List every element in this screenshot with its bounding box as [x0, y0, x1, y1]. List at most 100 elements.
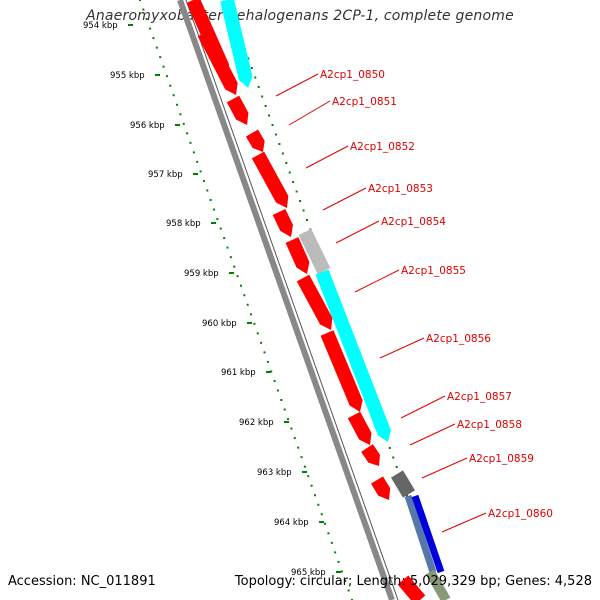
- backbone-outer: [177, 0, 395, 600]
- tick-dot: [278, 143, 281, 145]
- gene-label-leader: [275, 73, 319, 97]
- cds-reverse-gene: [220, 0, 253, 88]
- tick-dot: [307, 475, 310, 478]
- tick-dot: [285, 162, 288, 164]
- tick-dot: [216, 218, 219, 221]
- tick-dot: [313, 494, 316, 497]
- tick-dot: [395, 466, 398, 468]
- gene-label-leader: [409, 423, 456, 446]
- gene-label-leader: [305, 145, 349, 169]
- cds-reverse-gene: [315, 269, 391, 442]
- tick-dot: [261, 95, 264, 98]
- tick-dot: [182, 122, 185, 125]
- cds-forward-segment: [397, 575, 426, 600]
- scale-tick-label: 963 kbp: [257, 468, 292, 478]
- tick-dot: [176, 103, 179, 106]
- tick-dot: [189, 141, 192, 144]
- tick-dot: [320, 513, 323, 516]
- tick-dot: [254, 76, 257, 79]
- gene-label: A2cp1_0860: [488, 508, 553, 520]
- tick-dot: [219, 227, 222, 230]
- gene-label: A2cp1_0855: [401, 265, 466, 277]
- tick-dot: [142, 8, 145, 11]
- cds-forward-gene: [285, 237, 310, 274]
- scale-tick-label: 955 kbp: [110, 71, 145, 81]
- tick-dot: [253, 322, 256, 325]
- cds-forward-gene: [347, 411, 372, 445]
- tick-dot: [226, 246, 229, 249]
- genome-backbone: [177, 0, 399, 600]
- tick-dot: [263, 351, 266, 354]
- tick-dot: [392, 456, 395, 459]
- scale-tick-label: 957 kbp: [148, 170, 183, 180]
- cds-blue-segment: [411, 494, 445, 574]
- tick-dot: [256, 332, 259, 335]
- tick-dot: [280, 399, 283, 401]
- tick-dot: [327, 532, 330, 535]
- cds-steel-segment: [404, 494, 437, 574]
- tick-dot: [317, 503, 320, 506]
- gene-label-leader: [354, 269, 400, 293]
- cds-dark-segment: [390, 470, 416, 498]
- tick-dot: [274, 133, 277, 136]
- cds-forward-gene: [197, 29, 238, 96]
- tick-dot: [292, 181, 295, 183]
- tick-dot: [283, 408, 286, 411]
- tick-dot: [270, 370, 273, 373]
- gene-labels: A2cp1_0850 A2cp1_0851 A2cp1_0852 A2cp1_0853…: [275, 69, 553, 533]
- tick-dot: [149, 27, 152, 30]
- scale-tick-label: 960 kbp: [202, 319, 237, 329]
- cds-forward-gene: [251, 151, 289, 208]
- cds-forward-gene: [245, 129, 265, 152]
- tick-dot: [236, 275, 239, 278]
- tick-dot: [340, 570, 343, 573]
- tick-dot: [202, 179, 205, 182]
- tick-dot: [186, 132, 189, 135]
- scale-tick-label: 956 kbp: [130, 121, 165, 131]
- tick-dot: [260, 341, 263, 344]
- tick-dot: [172, 94, 175, 97]
- gene-label: A2cp1_0852: [350, 141, 415, 153]
- tick-dot: [247, 57, 250, 60]
- tick-dot: [302, 209, 305, 212]
- gene-label-leader: [441, 512, 487, 533]
- tick-dot: [337, 560, 340, 563]
- tick-dot: [276, 389, 279, 392]
- tick-dot: [388, 447, 391, 449]
- backbone-inner: [185, 0, 399, 600]
- gene-label: A2cp1_0851: [332, 96, 397, 108]
- tick-dot: [281, 152, 284, 155]
- tick-dot: [268, 114, 271, 117]
- cds-forward-gene: [320, 330, 363, 412]
- genome-summary-text: Topology: circular; Length: 5,029,329 bp…: [234, 574, 592, 589]
- cds-olive-segment: [425, 569, 451, 600]
- tick-dot: [271, 124, 274, 126]
- cds-track: [186, 0, 451, 600]
- tick-dot: [330, 541, 333, 544]
- tick-dot: [303, 465, 306, 468]
- scale-tick-label: 962 kbp: [239, 418, 274, 428]
- cds-forward-gene: [370, 476, 391, 500]
- tick-dot: [288, 171, 291, 174]
- tick-dot: [169, 84, 172, 87]
- cds-grey-segment: [298, 228, 331, 275]
- gene-label: A2cp1_0854: [381, 216, 446, 228]
- tick-dot: [300, 456, 303, 459]
- tick-dot: [406, 494, 409, 497]
- gene-label-leader: [322, 187, 367, 211]
- scale-tick-label: 954 kbp: [83, 21, 118, 31]
- tick-dot: [213, 208, 216, 211]
- tick-dot: [199, 170, 202, 173]
- accession-text: Accession: NC_011891: [8, 574, 156, 589]
- gene-label: A2cp1_0856: [426, 333, 491, 345]
- cds-forward-gene: [226, 95, 249, 125]
- gene-label-leader: [421, 457, 468, 479]
- tick-dot: [243, 294, 246, 297]
- tick-dot: [223, 237, 226, 240]
- cds-forward-gene: [361, 444, 381, 466]
- tick-dot: [293, 437, 296, 440]
- gene-label: A2cp1_0853: [368, 183, 433, 195]
- tick-dot: [192, 151, 195, 154]
- tick-dot: [209, 199, 212, 201]
